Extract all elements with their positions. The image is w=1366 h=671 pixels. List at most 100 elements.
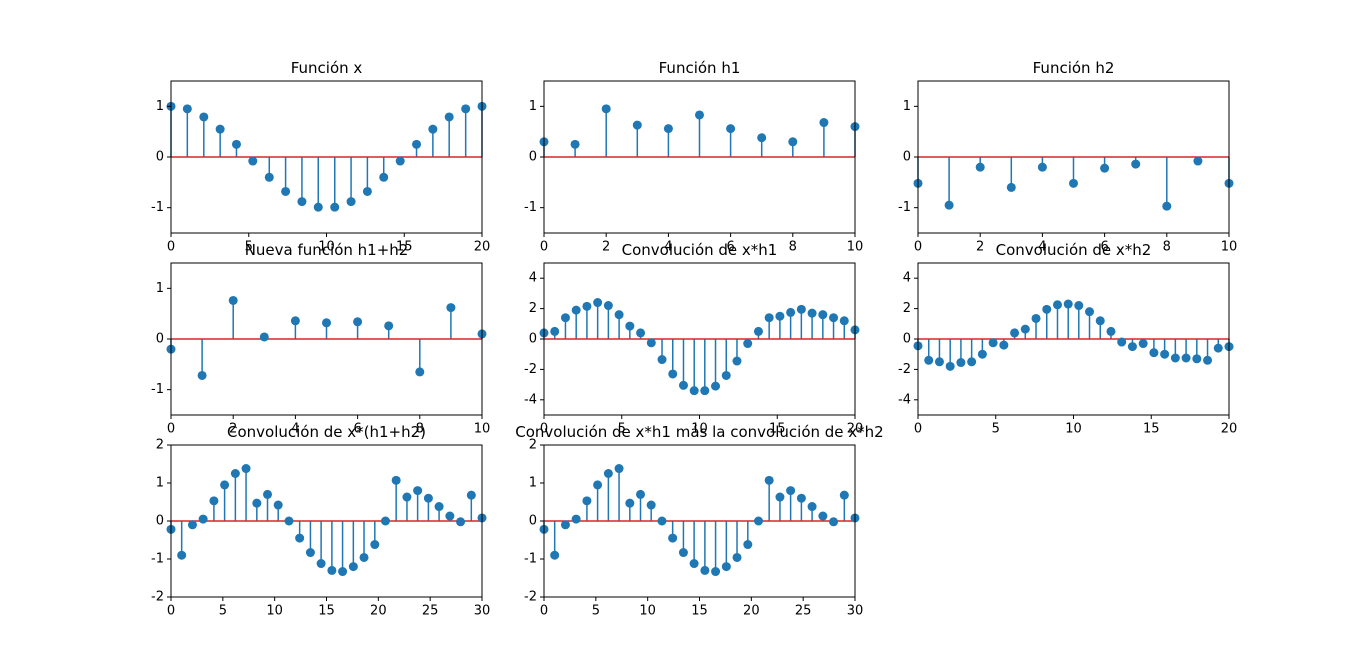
x-tick-label: 20 <box>743 604 760 619</box>
stem-marker <box>273 500 283 510</box>
x-tick-label: 10 <box>847 240 864 255</box>
stem-marker <box>1063 299 1073 309</box>
stem-marker <box>700 565 710 575</box>
stem-marker <box>346 197 356 207</box>
stem-marker <box>695 110 704 120</box>
x-tick-label: 5 <box>245 240 253 255</box>
stem-marker <box>444 112 454 122</box>
y-tick-label: 0 <box>156 514 164 529</box>
stem-marker <box>711 567 721 577</box>
x-tick-label: 4 <box>291 422 299 437</box>
x-tick-label: 20 <box>474 240 491 255</box>
y-tick-label: -1 <box>151 552 164 567</box>
stem-marker <box>956 358 966 368</box>
stem-marker <box>370 540 380 550</box>
stem-marker <box>625 498 635 508</box>
stem-marker <box>614 310 624 320</box>
stem-marker <box>353 317 363 327</box>
stem-marker <box>753 516 763 526</box>
stem-marker <box>924 355 934 365</box>
stem-marker <box>944 200 954 210</box>
stem-marker <box>977 349 987 359</box>
y-tick-label: 4 <box>903 271 911 286</box>
stem-marker <box>412 139 422 149</box>
stem-marker <box>395 156 405 166</box>
stem-marker <box>1162 201 1172 211</box>
stem-marker <box>678 380 688 390</box>
stem-marker <box>560 520 570 530</box>
stem-marker <box>241 464 251 474</box>
stem-marker <box>1037 162 1047 172</box>
stem-marker <box>818 310 828 320</box>
stem-marker <box>461 104 471 114</box>
stem-marker <box>1127 342 1137 352</box>
stem-marker <box>1069 178 1078 188</box>
stem-marker <box>829 517 839 527</box>
stem-marker <box>209 496 219 506</box>
y-tick-label: 1 <box>903 99 911 114</box>
subplot-title: Función x <box>291 59 363 77</box>
stem-marker <box>550 326 560 336</box>
subplot-title: Convolución de x*h1 más la convolución d… <box>515 423 883 441</box>
x-tick-label: 10 <box>691 422 708 437</box>
stem-marker <box>818 511 828 521</box>
stem-marker <box>380 516 390 526</box>
stem-marker <box>428 124 438 134</box>
stem-marker <box>231 139 241 149</box>
y-tick-label: -1 <box>898 200 911 215</box>
stem-marker <box>1010 328 1020 338</box>
x-tick-label: 25 <box>422 604 439 619</box>
stem-marker <box>1117 337 1127 347</box>
stem-marker <box>839 316 849 326</box>
stem-marker <box>415 367 425 377</box>
stem-marker <box>446 303 456 313</box>
x-tick-label: 10 <box>318 240 335 255</box>
x-tick-label: 0 <box>540 604 548 619</box>
stem-marker <box>934 357 944 367</box>
x-tick-label: 2 <box>976 240 984 255</box>
x-tick-label: 4 <box>664 240 672 255</box>
stem-marker <box>700 386 710 396</box>
stem-marker <box>1106 326 1116 336</box>
stem-marker <box>391 475 401 485</box>
stem-marker <box>945 361 955 371</box>
stem-marker <box>732 552 742 562</box>
stem-marker <box>668 369 678 379</box>
y-tick-label: -2 <box>898 362 911 377</box>
stem-marker <box>359 552 369 562</box>
stem-marker <box>228 295 238 305</box>
stem-marker <box>743 540 753 550</box>
y-tick-label: 0 <box>529 332 537 347</box>
stem-marker <box>743 339 753 349</box>
y-tick-label: -2 <box>524 362 537 377</box>
stem-marker <box>362 186 372 196</box>
stem-marker <box>305 548 315 558</box>
x-tick-label: 2 <box>602 240 610 255</box>
x-tick-label: 8 <box>1163 240 1171 255</box>
stem-marker <box>197 370 207 380</box>
stem-marker <box>668 533 678 543</box>
stem-marker <box>466 490 476 500</box>
x-tick-label: 10 <box>1065 422 1082 437</box>
y-tick-label: 2 <box>903 301 911 316</box>
x-tick-label: 6 <box>1100 240 1108 255</box>
x-tick-label: 20 <box>847 422 864 437</box>
x-tick-label: 5 <box>618 422 626 437</box>
stem-marker <box>1170 353 1180 363</box>
stem-marker <box>263 489 273 499</box>
stem-marker <box>663 124 673 134</box>
stem-marker <box>657 516 667 526</box>
stem-marker <box>753 326 763 336</box>
stem-marker <box>322 318 331 328</box>
stem-marker <box>259 332 269 342</box>
y-tick-label: 2 <box>529 438 537 453</box>
y-tick-label: 0 <box>903 150 911 165</box>
y-tick-label: -1 <box>524 552 537 567</box>
stem-marker <box>1095 316 1105 326</box>
y-tick-label: -2 <box>524 590 537 605</box>
stem-marker <box>819 118 829 128</box>
stem-marker <box>721 562 731 572</box>
stem-marker <box>570 139 580 149</box>
stem-marker <box>1181 353 1191 363</box>
